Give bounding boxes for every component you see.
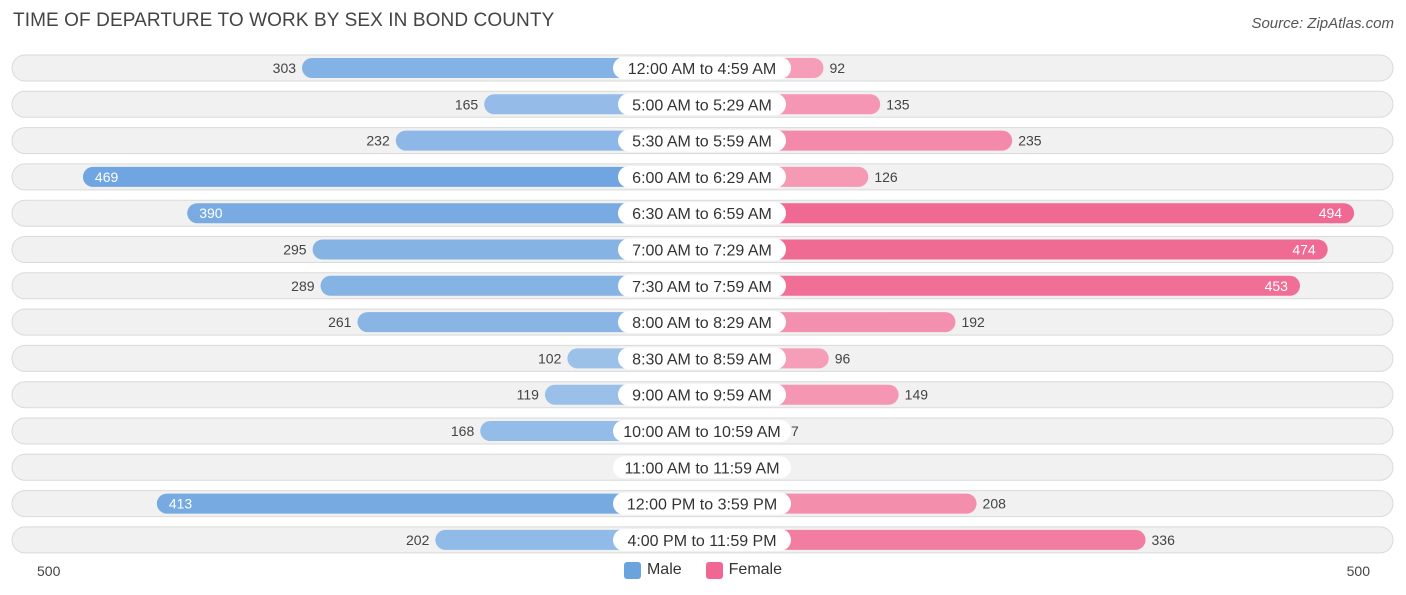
value-label-male: 303	[273, 60, 297, 76]
value-label-male: 232	[366, 133, 390, 149]
category-pill	[618, 311, 786, 334]
bar-male	[357, 312, 702, 333]
category-pill	[618, 93, 786, 116]
value-label-male: 102	[538, 350, 562, 366]
value-label-female: 494	[1319, 205, 1343, 221]
value-label-female: 336	[1152, 532, 1176, 548]
category-label: 11:00 AM to 11:59 AM	[624, 460, 779, 477]
category-pill	[613, 456, 791, 479]
value-label-male: 469	[95, 169, 119, 185]
value-label-female: 135	[886, 96, 910, 112]
category-label: 6:00 AM to 6:29 AM	[632, 170, 772, 187]
category-pill	[613, 528, 791, 551]
bar-male	[156, 493, 703, 514]
value-label-female: 92	[829, 60, 845, 76]
category-pill	[618, 129, 786, 152]
category-label: 6:30 AM to 6:59 AM	[632, 206, 772, 223]
bar-male	[302, 58, 702, 78]
category-label: 5:30 AM to 5:59 AM	[632, 134, 772, 151]
category-label: 5:00 AM to 5:29 AM	[632, 97, 772, 114]
category-pill	[618, 274, 786, 297]
source-label: Source: ZipAtlas.com	[1251, 15, 1394, 32]
value-label-female: 453	[1265, 278, 1289, 294]
axis-left-label: 500	[37, 563, 61, 579]
category-pill	[613, 420, 791, 442]
category-pill	[613, 492, 791, 515]
value-label-male: 168	[451, 423, 475, 439]
category-label: 7:30 AM to 7:59 AM	[632, 279, 772, 296]
category-label: 7:00 AM to 7:29 AM	[632, 243, 772, 260]
value-label-male: 261	[328, 314, 352, 330]
legend-swatch-male	[623, 561, 641, 579]
value-label-female: 208	[983, 496, 1007, 512]
bar-female	[702, 275, 1300, 296]
value-label-female: 192	[961, 314, 985, 330]
category-pill	[618, 347, 786, 370]
value-label-female: 96	[835, 350, 851, 366]
axis-right-label: 500	[1346, 563, 1370, 579]
value-label-male: 119	[517, 387, 540, 403]
category-label: 12:00 AM to 4:59 AM	[628, 61, 777, 78]
legend-item-female: Female	[705, 561, 783, 579]
category-pill	[618, 238, 786, 261]
bar-male	[187, 203, 702, 224]
category-label: 9:00 AM to 9:59 AM	[632, 388, 772, 405]
bar-male	[82, 166, 703, 187]
bar-male	[312, 239, 702, 260]
value-label-male: 289	[291, 278, 315, 294]
legend: Male Female	[0, 561, 1406, 579]
category-pill	[613, 57, 791, 79]
category-pill	[618, 383, 786, 406]
category-label: 4:00 PM to 11:59 PM	[627, 533, 776, 550]
category-label: 8:00 AM to 8:29 AM	[632, 315, 772, 332]
category-pill	[618, 165, 786, 188]
bar-female	[702, 203, 1355, 224]
legend-swatch-female	[705, 561, 723, 579]
category-label: 8:30 AM to 8:59 AM	[632, 351, 772, 368]
value-label-female: 149	[905, 387, 929, 403]
chart-area: 303 92 12:00 AM to 4:59 AM 165 135 5:00 AM to…	[11, 54, 1394, 554]
value-label-male: 165	[455, 96, 479, 112]
category-label: 10:00 AM to 10:59 AM	[623, 424, 780, 441]
legend-label-female: Female	[728, 561, 783, 578]
value-label-male: 295	[283, 242, 307, 258]
category-pill	[618, 202, 786, 225]
bar-female	[702, 239, 1328, 260]
value-label-male: 202	[406, 532, 430, 548]
legend-item-male: Male	[623, 561, 682, 579]
legend-label-male: Male	[646, 561, 682, 578]
bar-male	[320, 275, 702, 296]
chart-title: TIME OF DEPARTURE TO WORK BY SEX IN BOND…	[13, 10, 555, 31]
value-label-female: 235	[1018, 133, 1042, 149]
bar-female	[702, 529, 1146, 550]
category-label: 12:00 PM to 3:59 PM	[627, 497, 777, 514]
value-label-female: 126	[874, 169, 898, 185]
value-label-female: 474	[1292, 242, 1316, 258]
value-label-male: 390	[199, 205, 223, 221]
value-label-male: 413	[169, 496, 193, 512]
